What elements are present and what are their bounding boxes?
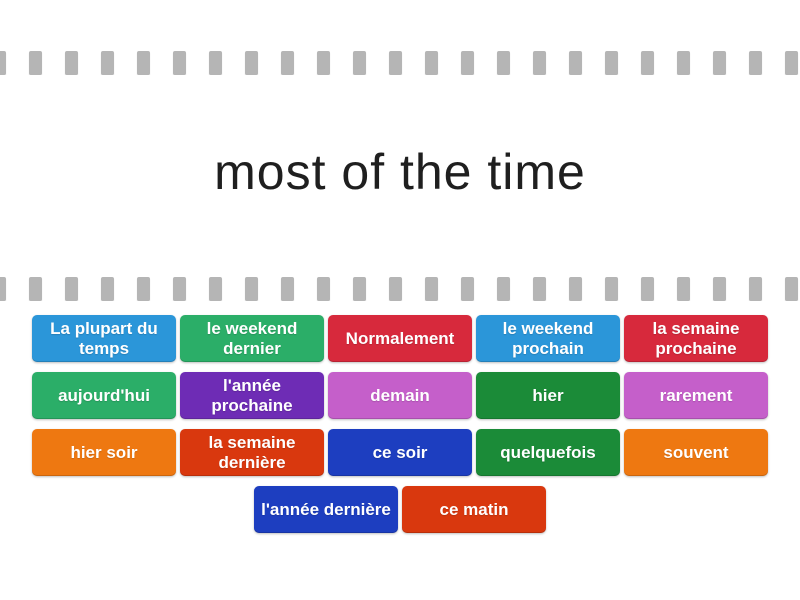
sprocket-hole xyxy=(569,277,582,301)
answer-tile[interactable]: souvent xyxy=(624,429,768,476)
sprocket-hole xyxy=(317,277,330,301)
film-strip-bottom-sprockets xyxy=(0,277,800,301)
answer-tile[interactable]: aujourd'hui xyxy=(32,372,176,419)
answer-row-2: aujourd'hui l'année prochaine demain hie… xyxy=(32,372,768,419)
sprocket-hole xyxy=(137,277,150,301)
sprocket-hole xyxy=(209,277,222,301)
sprocket-hole xyxy=(425,51,438,75)
sprocket-hole xyxy=(641,277,654,301)
sprocket-hole xyxy=(65,51,78,75)
sprocket-hole xyxy=(461,277,474,301)
sprocket-hole xyxy=(749,51,762,75)
sprocket-hole xyxy=(317,51,330,75)
sprocket-hole xyxy=(785,277,798,301)
sprocket-hole xyxy=(65,277,78,301)
sprocket-hole xyxy=(29,277,42,301)
sprocket-hole xyxy=(461,51,474,75)
sprocket-hole xyxy=(173,277,186,301)
answer-tile[interactable]: l'année dernière xyxy=(254,486,398,533)
answer-tile[interactable]: ce matin xyxy=(402,486,546,533)
sprocket-hole xyxy=(245,51,258,75)
answer-tile[interactable]: hier soir xyxy=(32,429,176,476)
sprocket-hole xyxy=(101,277,114,301)
sprocket-hole xyxy=(533,277,546,301)
sprocket-hole xyxy=(173,51,186,75)
sprocket-hole xyxy=(677,51,690,75)
sprocket-hole xyxy=(713,277,726,301)
answer-tile[interactable]: hier xyxy=(476,372,620,419)
sprocket-hole xyxy=(353,51,366,75)
sprocket-hole xyxy=(533,51,546,75)
sprocket-hole xyxy=(605,51,618,75)
sprocket-hole xyxy=(281,51,294,75)
answer-tile[interactable]: le weekend dernier xyxy=(180,315,324,362)
sprocket-hole xyxy=(0,277,6,301)
sprocket-hole xyxy=(641,51,654,75)
sprocket-hole xyxy=(425,277,438,301)
sprocket-hole xyxy=(605,277,618,301)
sprocket-hole xyxy=(0,51,6,75)
film-strip-top xyxy=(0,51,800,75)
sprocket-hole xyxy=(209,51,222,75)
sprocket-hole xyxy=(245,277,258,301)
sprocket-hole xyxy=(137,51,150,75)
sprocket-hole xyxy=(101,51,114,75)
answer-row-1: La plupart du temps le weekend dernier N… xyxy=(32,315,768,362)
answer-tile[interactable]: La plupart du temps xyxy=(32,315,176,362)
sprocket-hole xyxy=(569,51,582,75)
question-prompt: most of the time xyxy=(214,144,586,200)
answer-tile[interactable]: la semaine prochaine xyxy=(624,315,768,362)
answer-tile[interactable]: rarement xyxy=(624,372,768,419)
sprocket-hole xyxy=(389,277,402,301)
sprocket-hole xyxy=(785,51,798,75)
answer-row-4: l'année dernière ce matin xyxy=(254,486,546,533)
answer-tile[interactable]: demain xyxy=(328,372,472,419)
sprocket-hole xyxy=(389,51,402,75)
sprocket-hole xyxy=(713,51,726,75)
answer-tile[interactable]: Normalement xyxy=(328,315,472,362)
sprocket-hole xyxy=(497,277,510,301)
film-strip-bottom xyxy=(0,277,800,301)
answer-tile[interactable]: ce soir xyxy=(328,429,472,476)
sprocket-hole xyxy=(677,277,690,301)
sprocket-hole xyxy=(281,277,294,301)
answer-tile[interactable]: quelquefois xyxy=(476,429,620,476)
film-strip-top-sprockets xyxy=(0,51,800,75)
sprocket-hole xyxy=(749,277,762,301)
sprocket-hole xyxy=(497,51,510,75)
sprocket-hole xyxy=(353,277,366,301)
answer-tile[interactable]: le weekend prochain xyxy=(476,315,620,362)
sprocket-hole xyxy=(29,51,42,75)
answer-board: La plupart du temps le weekend dernier N… xyxy=(0,315,800,533)
answer-tile[interactable]: l'année prochaine xyxy=(180,372,324,419)
answer-row-3: hier soir la semaine dernière ce soir qu… xyxy=(32,429,768,476)
answer-tile[interactable]: la semaine dernière xyxy=(180,429,324,476)
